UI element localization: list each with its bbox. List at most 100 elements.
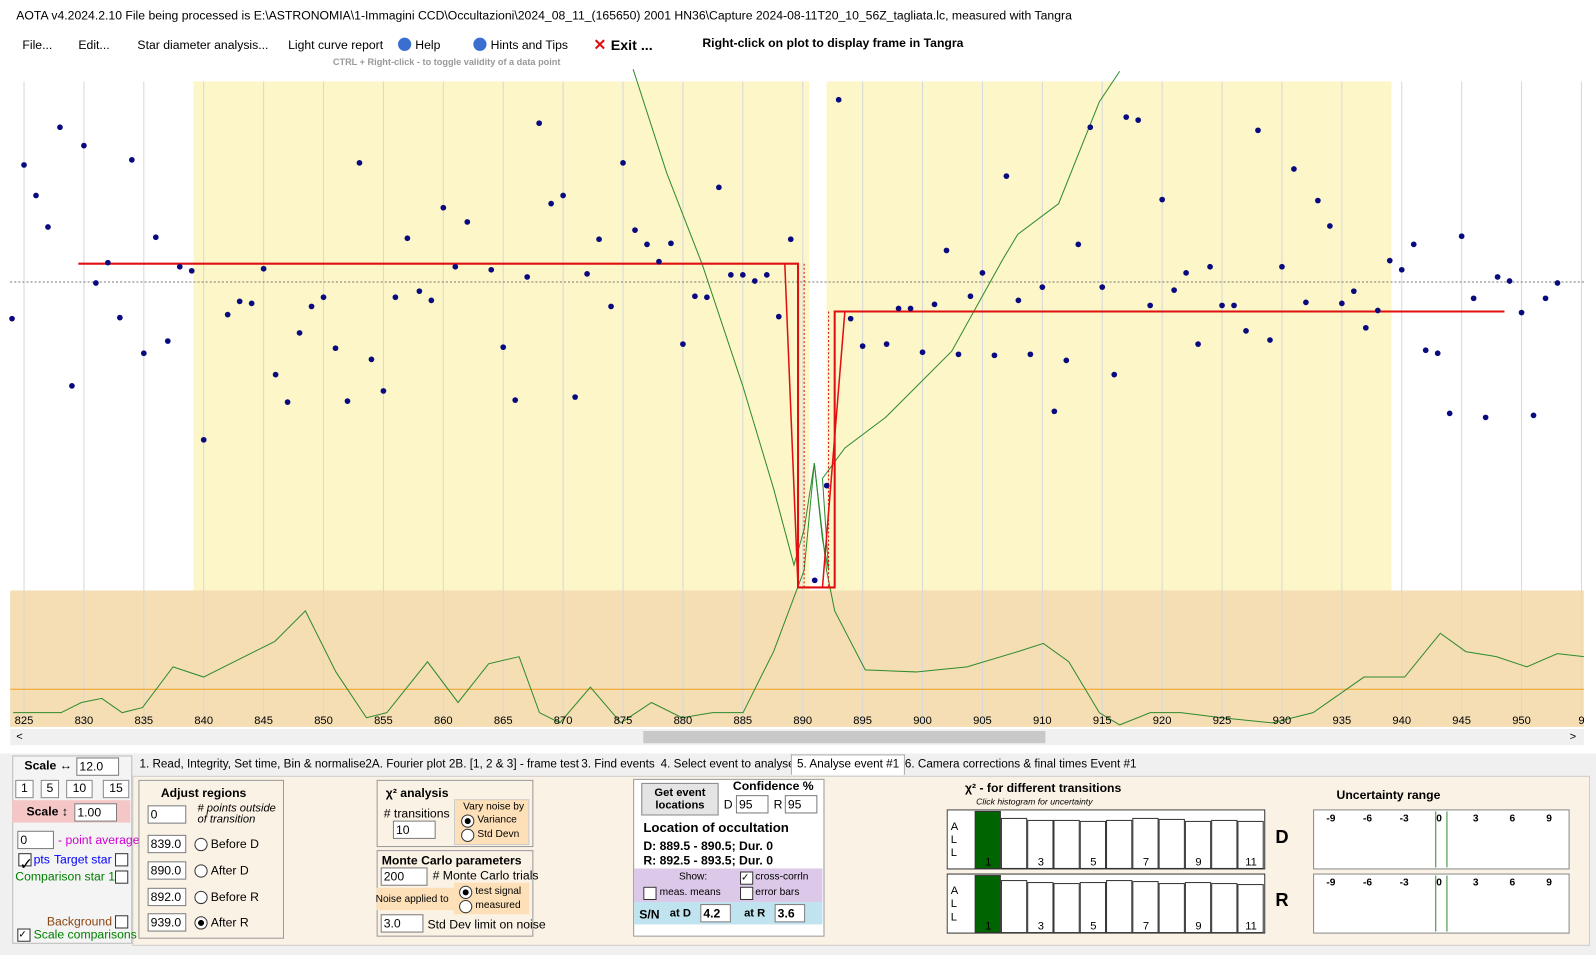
histogram-tick: 11: [1245, 921, 1257, 933]
uncertainty-tick: -3: [1399, 813, 1409, 825]
x-tick-label: 845: [254, 715, 273, 727]
data-point: [1542, 295, 1549, 302]
input[interactable]: 839.0: [147, 834, 187, 854]
input[interactable]: 200: [380, 867, 428, 886]
checkbox[interactable]: ✓: [740, 871, 754, 885]
axis-side-label: L: [951, 898, 957, 910]
axis-side-label: A: [951, 821, 959, 833]
input[interactable]: 1.00: [74, 803, 118, 822]
input[interactable]: 95: [735, 795, 769, 814]
data-point: [1303, 299, 1309, 306]
histogram-tick: 5: [1090, 856, 1096, 868]
menu-item[interactable]: File...: [22, 37, 53, 52]
data-point: [176, 263, 183, 270]
checkbox[interactable]: [115, 915, 129, 929]
input[interactable]: 95: [784, 795, 818, 814]
tab[interactable]: 2B. [1, 2 & 3] - frame test: [448, 758, 580, 771]
data-point: [308, 303, 315, 310]
button[interactable]: 1: [15, 779, 34, 799]
data-point: [1183, 270, 1189, 276]
x-tick-label: 915: [1093, 715, 1112, 727]
tab[interactable]: 4. Select event to analyse: [660, 758, 795, 771]
button[interactable]: 10: [66, 779, 93, 799]
data-point: [835, 96, 842, 103]
region-before: [193, 81, 810, 591]
label: Std Dev limit on noise: [427, 917, 546, 932]
input[interactable]: 892.0: [147, 887, 187, 907]
checkbox[interactable]: [643, 886, 657, 901]
correlation-curve: [13, 463, 1584, 726]
scroll-left[interactable]: <: [16, 731, 23, 743]
histogram-tick: 1: [985, 921, 991, 933]
menu-item[interactable]: Help: [415, 37, 441, 52]
tab[interactable]: 3. Find events: [581, 758, 655, 771]
uncertainty-tick: -9: [1326, 813, 1336, 825]
tab[interactable]: 1. Read, Integrity, Set time, Bin & norm…: [139, 758, 366, 771]
radio[interactable]: [194, 837, 208, 852]
input[interactable]: 3.0: [380, 914, 424, 933]
data-point: [751, 278, 758, 284]
get-locations-button[interactable]: Get event locations: [641, 782, 719, 816]
radio[interactable]: [461, 828, 475, 842]
input[interactable]: 12.0: [76, 757, 120, 776]
uncertainty-tick: 6: [1509, 877, 1516, 889]
data-point: [1386, 257, 1393, 264]
input[interactable]: 890.0: [147, 861, 187, 880]
data-point: [105, 259, 111, 266]
data-point: [200, 436, 207, 443]
data-point: [1231, 302, 1237, 309]
scrollbar-thumb[interactable]: [643, 730, 1046, 744]
menu-item[interactable]: Star diameter analysis...: [137, 37, 269, 52]
data-points: [9, 96, 1561, 584]
data-point: [608, 303, 614, 310]
button[interactable]: 15: [102, 779, 130, 799]
data-point: [188, 267, 195, 274]
x-tick-label: 945: [1452, 715, 1471, 727]
tab[interactable]: 2A. Fourier plot: [365, 758, 446, 771]
radio[interactable]: [194, 916, 208, 930]
data-point: [1506, 278, 1513, 284]
data-point: [500, 344, 507, 351]
data-point: [1039, 284, 1046, 290]
histogram-bar: [1000, 817, 1028, 869]
data-point: [847, 315, 854, 322]
uncertainty-tick: 3: [1472, 877, 1479, 889]
checkbox[interactable]: [115, 853, 129, 867]
scroll-right[interactable]: >: [1570, 731, 1577, 743]
histogram-bar: [1132, 817, 1159, 869]
button[interactable]: 5: [40, 779, 60, 799]
checkbox[interactable]: [740, 886, 754, 901]
input[interactable]: 939.0: [147, 913, 187, 932]
checkbox[interactable]: [115, 870, 129, 884]
radio[interactable]: [459, 885, 473, 899]
x-tick-label: 875: [614, 715, 633, 727]
x-axis: 825 830 835 840 845 850 855 860 865 870 875 880 885 8…: [15, 715, 1585, 727]
tab[interactable]: 6. Camera corrections & final times Even…: [904, 758, 1137, 771]
label: Confidence %: [732, 778, 814, 794]
histogram-bar: [1079, 882, 1107, 934]
radio[interactable]: [459, 900, 473, 914]
radio[interactable]: [461, 814, 475, 828]
x-tick-label: 865: [494, 715, 513, 727]
dropdown[interactable]: 0: [17, 830, 54, 850]
uncertainty-tick: 6: [1509, 813, 1516, 825]
input[interactable]: 10: [392, 820, 436, 839]
tab-selected[interactable]: 5. Analyse event #1: [790, 754, 906, 775]
menu-item[interactable]: Light curve report: [288, 37, 384, 52]
checkbox[interactable]: ✓: [17, 928, 31, 942]
data-point: [991, 352, 998, 359]
radio[interactable]: [194, 890, 208, 905]
input[interactable]: 0: [147, 805, 187, 824]
menu-item[interactable]: Hints and Tips: [490, 37, 569, 52]
x-tick-label: 890: [793, 715, 812, 727]
menu-item[interactable]: Edit...: [78, 37, 110, 52]
data-point: [967, 293, 974, 300]
radio[interactable]: [194, 864, 208, 878]
data-point: [883, 341, 890, 347]
menu-item[interactable]: Exit ...: [610, 36, 653, 53]
data-point: [644, 241, 650, 248]
checkbox[interactable]: ✓: [18, 853, 33, 874]
data-point: [45, 224, 51, 230]
